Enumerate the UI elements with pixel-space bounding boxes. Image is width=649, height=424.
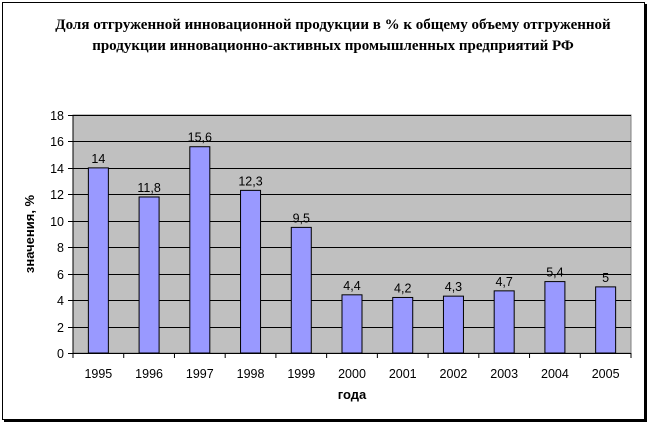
y-axis: 0 2 4 6 8 10 12 14 16 18	[50, 109, 74, 361]
y-axis-title: значения, %	[22, 194, 37, 273]
bars	[87, 146, 617, 354]
data-label: 5	[602, 271, 609, 285]
y-tick-label: 2	[57, 321, 64, 335]
x-tick-label: 1996	[135, 367, 163, 381]
bar	[87, 167, 109, 354]
x-tick-label: 2001	[389, 367, 417, 381]
y-tick-label: 16	[50, 135, 64, 149]
y-tick-label: 14	[50, 162, 64, 176]
x-tick-label: 2005	[592, 367, 620, 381]
y-tick-label: 6	[57, 268, 64, 282]
y-tick-label: 8	[57, 241, 64, 255]
data-label: 5,4	[546, 266, 563, 280]
x-tick-label: 1998	[237, 367, 265, 381]
x-axis: 1995 1996 1997 1998 1999 2000 2001 2002 2003 2004…	[72, 353, 632, 381]
x-tick-label: 1997	[186, 367, 214, 381]
data-label: 12,3	[238, 174, 262, 188]
data-label: 4,7	[495, 275, 512, 289]
y-tick-label: 18	[50, 109, 64, 123]
data-label: 14	[91, 152, 105, 166]
bar	[544, 281, 566, 354]
bar	[189, 146, 211, 354]
y-tick-label: 12	[50, 188, 64, 202]
bar	[442, 295, 464, 354]
x-tick-label: 2003	[490, 367, 518, 381]
data-label: 4,3	[445, 280, 462, 294]
bar	[493, 290, 515, 354]
x-tick-label: 2002	[440, 367, 468, 381]
bar	[595, 286, 617, 354]
data-labels: 14 11,8 15,6 12,3 9,5 4,4 4,2 4,3 4,7 5,4 5	[91, 131, 609, 296]
data-label: 11,8	[137, 181, 160, 195]
x-tick-label: 1995	[84, 367, 112, 381]
y-tick-label: 10	[50, 215, 64, 229]
data-label: 4,2	[394, 281, 411, 295]
x-axis-title: года	[338, 387, 367, 402]
chart-title: Доля отгруженной инновационной продукции…	[55, 17, 611, 54]
x-tick-label: 2000	[338, 367, 366, 381]
data-label: 4,4	[343, 279, 360, 293]
y-tick-label: 4	[57, 294, 64, 308]
x-tick-label: 1999	[287, 367, 315, 381]
x-tick-label: 2004	[541, 367, 569, 381]
data-label: 9,5	[293, 211, 310, 225]
data-label: 15,6	[188, 131, 212, 145]
bar	[392, 296, 414, 354]
y-tick-label: 0	[57, 347, 64, 361]
bar	[240, 189, 262, 354]
bar	[290, 226, 312, 354]
bar	[341, 294, 363, 354]
bar	[138, 196, 160, 354]
